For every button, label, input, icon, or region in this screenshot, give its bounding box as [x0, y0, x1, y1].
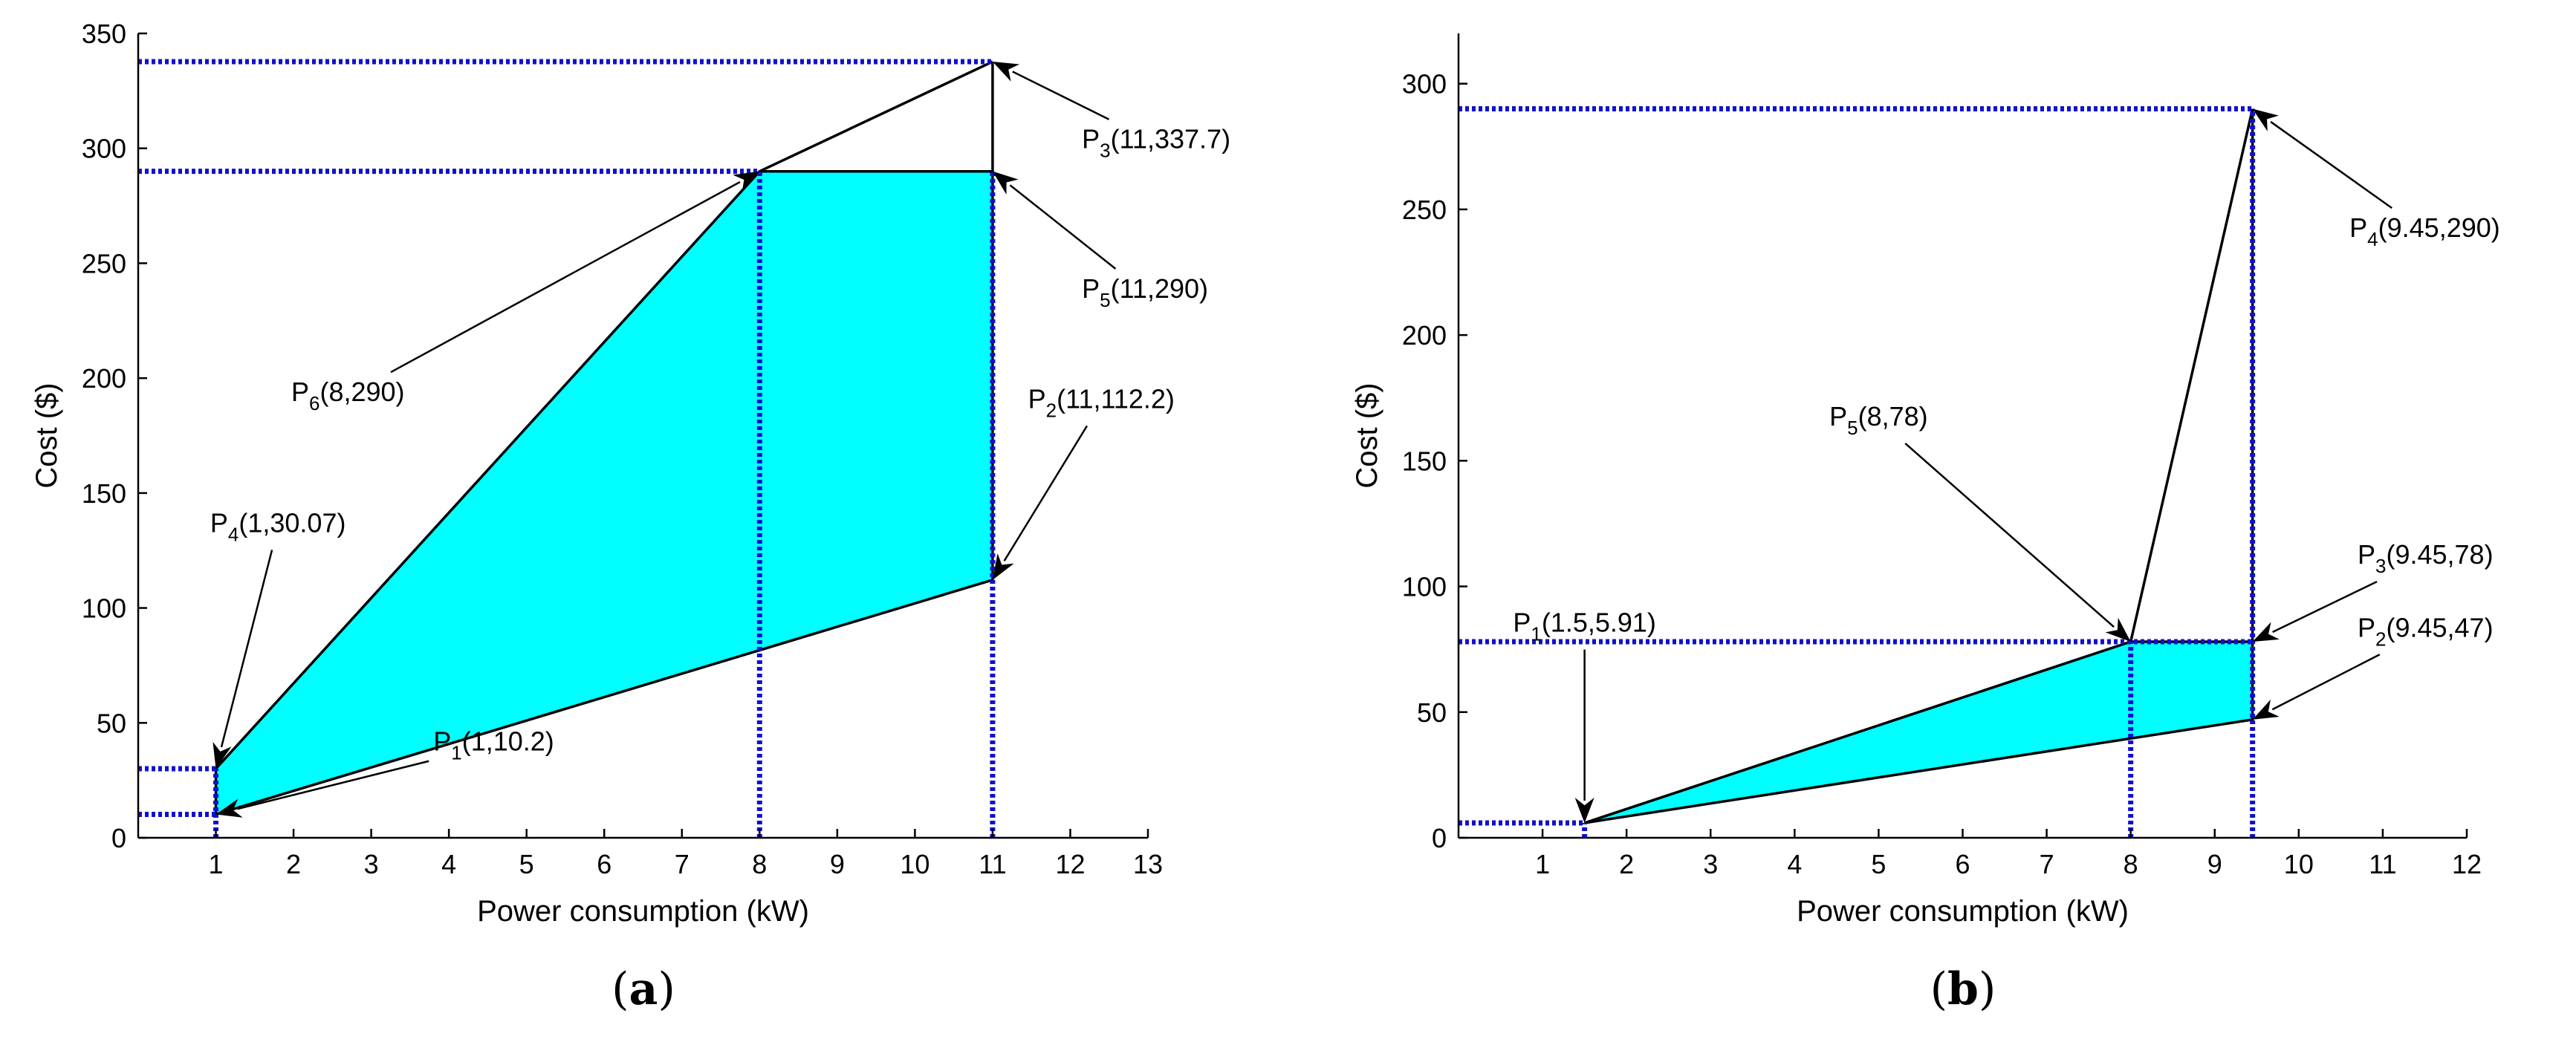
arrow-a-p4 [220, 550, 273, 748]
x-tick-label-b-3: 3 [1703, 849, 1718, 879]
point-label-b-p1: P1(1.5,5.91) [1513, 607, 1656, 645]
point-label-a-p6: P6(8,290) [291, 377, 405, 414]
x-tick-label-a-1: 1 [209, 849, 224, 879]
point-label-b-p3: P3(9.45,78) [2358, 539, 2494, 577]
arrow-b-p3 [2272, 580, 2378, 634]
arrow-b-p2 [2271, 654, 2381, 711]
y-axis-title-a: Cost ($) [30, 382, 63, 488]
x-tick-label-b-8: 8 [2124, 849, 2138, 879]
arrow-head-b-p5 [2105, 617, 2131, 642]
y-tick-label-b-200: 200 [1402, 320, 1447, 351]
x-tick-label-b-6: 6 [1955, 849, 1970, 879]
panel-label-b: (b) [1930, 963, 1996, 1015]
arrow-a-p5 [1009, 184, 1117, 270]
y-tick-label-a-200: 200 [82, 363, 126, 394]
arrow-head-a-p1 [215, 798, 243, 818]
y-tick-label-a-150: 150 [82, 478, 126, 509]
y-tick-label-b-100: 100 [1402, 572, 1447, 602]
y-tick-label-b-50: 50 [1417, 697, 1447, 728]
x-tick-label-a-10: 10 [900, 849, 929, 879]
arrow-a-p1 [237, 760, 429, 810]
x-tick-label-b-11: 11 [2369, 849, 2396, 879]
point-label-a-p1: P1(1,10.2) [433, 726, 554, 764]
y-tick-label-a-300: 300 [82, 134, 126, 164]
x-tick-label-b-7: 7 [2040, 849, 2054, 879]
arrow-head-a-p5 [992, 171, 1019, 195]
arrow-head-a-p3 [992, 62, 1020, 82]
x-tick-label-b-12: 12 [2452, 849, 2482, 879]
arrow-b-p5 [1904, 443, 2115, 628]
y-tick-label-a-0: 0 [111, 823, 126, 853]
y-tick-label-b-250: 250 [1402, 195, 1447, 225]
boundary-edge-a-1 [759, 60, 993, 173]
x-axis-title-b: Power consumption (kW) [1797, 895, 2129, 928]
x-tick-label-a-5: 5 [519, 849, 534, 879]
x-tick-label-a-12: 12 [1055, 849, 1085, 879]
y-tick-label-a-250: 250 [82, 248, 126, 279]
point-label-b-p4: P4(9.45,290) [2349, 212, 2500, 250]
arrow-a-p6 [390, 180, 741, 374]
arrow-head-b-p2 [2252, 699, 2280, 720]
y-tick-label-a-50: 50 [97, 708, 126, 738]
arrow-b-p4 [2270, 120, 2392, 209]
x-tick-label-a-9: 9 [830, 849, 845, 879]
boundary-edge-b-1 [2129, 108, 2254, 642]
x-tick-label-a-11: 11 [979, 849, 1006, 879]
point-label-a-p3: P3(11,337.7) [1082, 124, 1230, 162]
x-tick-label-a-2: 2 [286, 849, 301, 879]
chart-panel-a: 1 2 3 4 5 6 7 8 9 10 11 12 13050100150200250300350Po… [30, 19, 1230, 1015]
point-label-b-p2: P2(9.45,47) [2358, 612, 2494, 650]
arrow-head-b-p4 [2252, 108, 2279, 131]
x-tick-label-a-4: 4 [441, 849, 456, 879]
x-tick-label-b-2: 2 [1619, 849, 1634, 879]
arrow-head-a-p6 [733, 171, 760, 192]
panel-label-a: (a) [611, 963, 675, 1015]
arrow-head-a-p2 [992, 553, 1014, 580]
arrow-head-b-p3 [2252, 622, 2280, 642]
y-axis-title-b: Cost ($) [1351, 382, 1383, 488]
y-tick-label-b-300: 300 [1402, 69, 1447, 100]
x-tick-label-a-8: 8 [752, 849, 767, 879]
arrow-a-p2 [1003, 425, 1089, 561]
point-label-a-p4: P4(1,30.07) [210, 507, 346, 545]
y-tick-label-a-350: 350 [82, 19, 126, 49]
x-axis-title-a: Power consumption (kW) [477, 895, 809, 928]
arrow-a-p3 [1012, 71, 1110, 120]
x-tick-label-a-13: 13 [1133, 849, 1163, 879]
x-tick-label-a-6: 6 [597, 849, 611, 879]
x-tick-label-b-10: 10 [2284, 849, 2314, 879]
x-tick-label-b-5: 5 [1871, 849, 1886, 879]
point-label-a-p5: P5(11,290) [1082, 273, 1208, 311]
x-tick-label-b-4: 4 [1787, 849, 1802, 879]
arrow-head-a-p4 [212, 741, 232, 769]
y-tick-label-a-100: 100 [82, 593, 126, 624]
y-tick-label-b-150: 150 [1402, 446, 1447, 476]
x-tick-label-a-7: 7 [675, 849, 690, 879]
x-tick-label-a-3: 3 [364, 849, 379, 879]
y-tick-label-b-0: 0 [1432, 823, 1447, 853]
point-label-a-p2: P2(11,112.2) [1028, 383, 1175, 421]
point-label-b-p5: P5(8,78) [1829, 401, 1928, 439]
x-tick-label-b-1: 1 [1535, 849, 1550, 879]
x-tick-label-b-9: 9 [2207, 849, 2222, 879]
arrow-head-b-p1 [1574, 797, 1594, 823]
